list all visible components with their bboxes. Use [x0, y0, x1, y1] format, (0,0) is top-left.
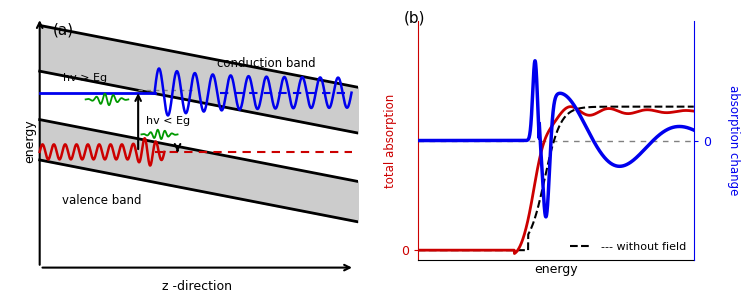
- Text: z -direction: z -direction: [162, 280, 232, 293]
- Text: energy: energy: [23, 119, 37, 163]
- Text: hv > Eg: hv > Eg: [63, 73, 107, 83]
- Text: valence band: valence band: [63, 194, 142, 207]
- Text: conduction band: conduction band: [217, 57, 316, 70]
- Legend: --- without field: --- without field: [568, 240, 689, 254]
- Y-axis label: absorption change: absorption change: [727, 85, 741, 196]
- X-axis label: energy: energy: [534, 263, 577, 276]
- Y-axis label: total absorption: total absorption: [383, 93, 397, 188]
- Text: (b): (b): [404, 11, 425, 26]
- Text: hv < Eg: hv < Eg: [146, 116, 190, 126]
- Text: (a): (a): [53, 23, 74, 38]
